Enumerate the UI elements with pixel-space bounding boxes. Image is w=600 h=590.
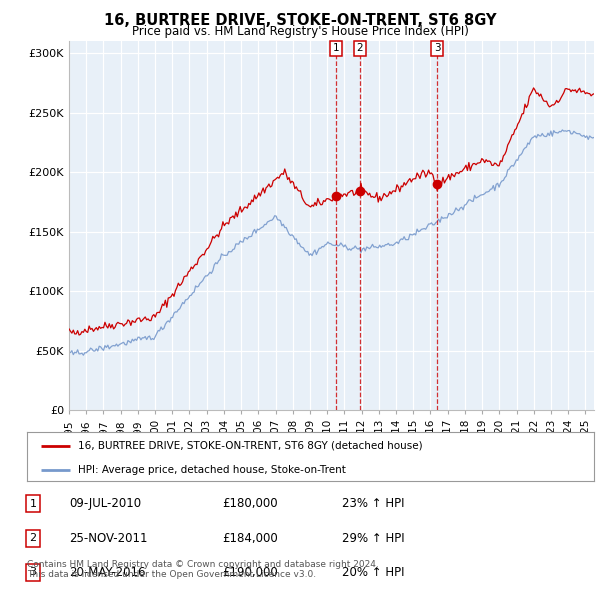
Text: HPI: Average price, detached house, Stoke-on-Trent: HPI: Average price, detached house, Stok…	[78, 465, 346, 475]
Text: 20% ↑ HPI: 20% ↑ HPI	[342, 566, 404, 579]
Text: 1: 1	[29, 499, 37, 509]
Text: 16, BURTREE DRIVE, STOKE-ON-TRENT, ST6 8GY (detached house): 16, BURTREE DRIVE, STOKE-ON-TRENT, ST6 8…	[78, 441, 422, 451]
Text: £184,000: £184,000	[222, 532, 278, 545]
Text: £190,000: £190,000	[222, 566, 278, 579]
Text: 3: 3	[29, 568, 37, 577]
Text: Contains HM Land Registry data © Crown copyright and database right 2024.
This d: Contains HM Land Registry data © Crown c…	[27, 560, 379, 579]
Text: 09-JUL-2010: 09-JUL-2010	[69, 497, 141, 510]
Text: 20-MAY-2016: 20-MAY-2016	[69, 566, 146, 579]
Text: 16, BURTREE DRIVE, STOKE-ON-TRENT, ST6 8GY: 16, BURTREE DRIVE, STOKE-ON-TRENT, ST6 8…	[104, 13, 496, 28]
Text: 2: 2	[29, 533, 37, 543]
Text: 25-NOV-2011: 25-NOV-2011	[69, 532, 148, 545]
Text: Price paid vs. HM Land Registry's House Price Index (HPI): Price paid vs. HM Land Registry's House …	[131, 25, 469, 38]
Text: 3: 3	[434, 44, 440, 54]
Text: £180,000: £180,000	[222, 497, 278, 510]
Text: 29% ↑ HPI: 29% ↑ HPI	[342, 532, 404, 545]
Text: 23% ↑ HPI: 23% ↑ HPI	[342, 497, 404, 510]
Text: 1: 1	[333, 44, 340, 54]
Text: 2: 2	[356, 44, 363, 54]
